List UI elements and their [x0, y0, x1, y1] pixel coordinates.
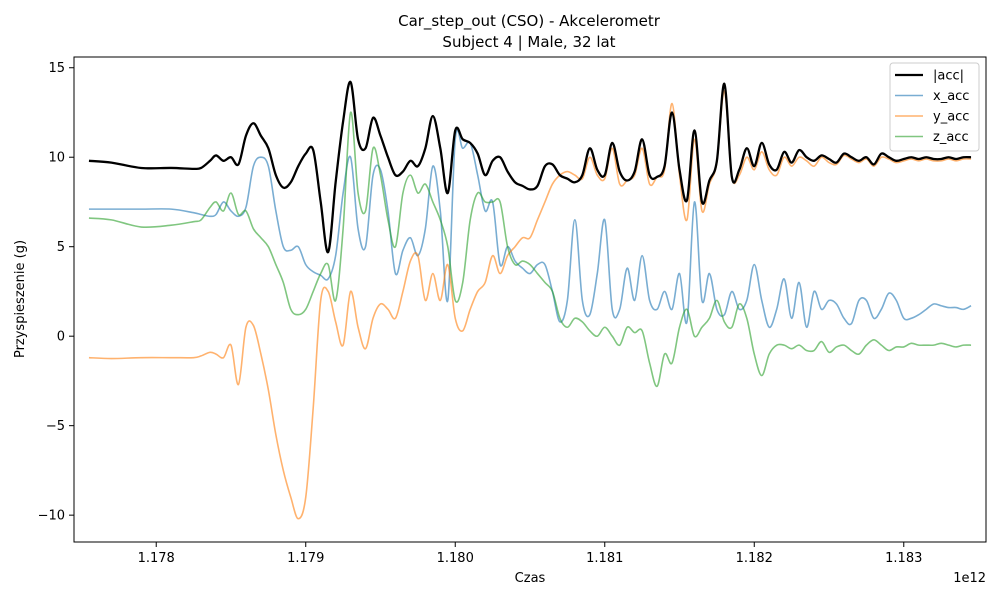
x-tick-label: 1.182: [736, 551, 773, 566]
x-tick-label: 1.180: [437, 551, 474, 566]
series-line-y_acc: [88, 90, 972, 520]
x-tick-label: 1.178: [138, 551, 175, 566]
y-tick-label: 0: [57, 330, 65, 345]
legend-label: z_acc: [933, 130, 969, 145]
x-axis-label: Czas: [515, 571, 546, 586]
chart-title: Car_step_out (CSO) - Akcelerometr: [398, 12, 661, 31]
x-tick-label: 1.179: [287, 551, 324, 566]
y-tick-label: 5: [57, 240, 65, 255]
series-line-acc: [88, 80, 972, 254]
y-tick-label: −5: [46, 419, 65, 434]
y-axis: −10 −5 0 5 10 15: [38, 61, 74, 524]
x-tick-label: 1.183: [885, 551, 922, 566]
legend-label: y_acc: [933, 110, 969, 125]
x-axis-offset-label: 1e12: [953, 571, 986, 586]
y-tick-label: 15: [48, 61, 65, 76]
series-line-z_acc: [88, 111, 972, 388]
x-axis: 1.178 1.179 1.180 1.181 1.182 1.183: [138, 542, 922, 566]
legend: |acc| x_acc y_acc z_acc: [889, 62, 980, 152]
series-line-x_acc: [88, 129, 972, 329]
chart-subtitle: Subject 4 | Male, 32 lat: [442, 33, 615, 51]
y-axis-label: Przyspieszenie (g): [13, 240, 28, 358]
series-layer: [88, 80, 972, 520]
legend-frame: [889, 62, 980, 152]
plot-area-frame: [73, 56, 987, 543]
legend-label: x_acc: [933, 89, 969, 104]
y-tick-label: −10: [38, 509, 65, 524]
legend-label: |acc|: [933, 69, 964, 84]
y-tick-label: 10: [48, 151, 65, 166]
x-tick-label: 1.181: [586, 551, 623, 566]
